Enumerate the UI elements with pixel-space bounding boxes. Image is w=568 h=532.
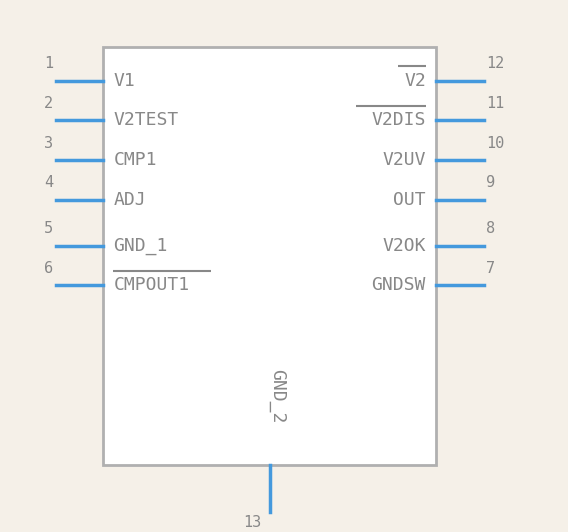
Text: 8: 8: [486, 221, 495, 236]
Text: V2OK: V2OK: [382, 237, 426, 255]
Text: V2DIS: V2DIS: [371, 111, 426, 129]
Text: 7: 7: [486, 261, 495, 276]
Text: CMPOUT1: CMPOUT1: [113, 276, 190, 294]
Text: GND_1: GND_1: [113, 237, 168, 255]
Text: 3: 3: [44, 136, 53, 151]
Text: 4: 4: [44, 175, 53, 190]
Text: 2: 2: [44, 96, 53, 111]
Text: V1: V1: [113, 72, 135, 90]
Text: OUT: OUT: [393, 190, 426, 209]
Text: GNDSW: GNDSW: [371, 276, 426, 294]
Text: 13: 13: [244, 514, 262, 530]
Bar: [103, 47, 436, 465]
Text: V2: V2: [404, 72, 426, 90]
Text: V2UV: V2UV: [382, 151, 426, 169]
Text: 6: 6: [44, 261, 53, 276]
Text: 11: 11: [486, 96, 504, 111]
Text: ADJ: ADJ: [113, 190, 146, 209]
Text: 1: 1: [44, 56, 53, 71]
Text: 9: 9: [486, 175, 495, 190]
Text: V2TEST: V2TEST: [113, 111, 178, 129]
Text: GND_2: GND_2: [269, 369, 286, 423]
Text: 12: 12: [486, 56, 504, 71]
Text: 10: 10: [486, 136, 504, 151]
Text: CMP1: CMP1: [113, 151, 157, 169]
Text: 5: 5: [44, 221, 53, 236]
